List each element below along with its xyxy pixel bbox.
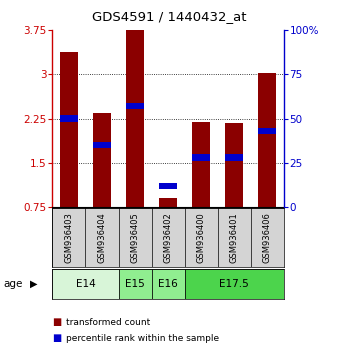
Text: E16: E16	[158, 279, 178, 289]
Bar	[60, 115, 78, 122]
Text: GDS4591 / 1440432_at: GDS4591 / 1440432_at	[92, 10, 246, 23]
Bar	[52, 269, 119, 299]
Bar	[119, 269, 152, 299]
Bar	[159, 198, 177, 207]
Text: percentile rank within the sample: percentile rank within the sample	[66, 333, 219, 343]
Text: GSM936405: GSM936405	[130, 212, 140, 263]
Bar	[185, 269, 284, 299]
Text: GSM936406: GSM936406	[263, 212, 272, 263]
Text: E14: E14	[76, 279, 95, 289]
Text: E17.5: E17.5	[219, 279, 249, 289]
Text: ■: ■	[52, 317, 62, 327]
Bar	[192, 154, 210, 161]
Bar	[93, 113, 111, 207]
Bar	[225, 123, 243, 207]
Text: GSM936402: GSM936402	[164, 212, 173, 263]
Bar	[258, 73, 276, 207]
Bar	[225, 154, 243, 161]
Text: GSM936403: GSM936403	[65, 212, 73, 263]
Bar	[60, 52, 78, 207]
Text: transformed count: transformed count	[66, 318, 150, 327]
Bar	[159, 183, 177, 189]
Text: GSM936401: GSM936401	[230, 212, 239, 263]
Text: E15: E15	[125, 279, 145, 289]
Text: ■: ■	[52, 333, 62, 343]
Text: ▶: ▶	[30, 279, 38, 289]
Bar	[126, 30, 144, 207]
Bar	[93, 142, 111, 148]
Bar	[126, 103, 144, 109]
Bar	[192, 121, 210, 207]
Bar	[258, 128, 276, 134]
Bar	[152, 269, 185, 299]
Text: GSM936400: GSM936400	[197, 212, 206, 263]
Text: age: age	[3, 279, 23, 289]
Text: GSM936404: GSM936404	[97, 212, 106, 263]
